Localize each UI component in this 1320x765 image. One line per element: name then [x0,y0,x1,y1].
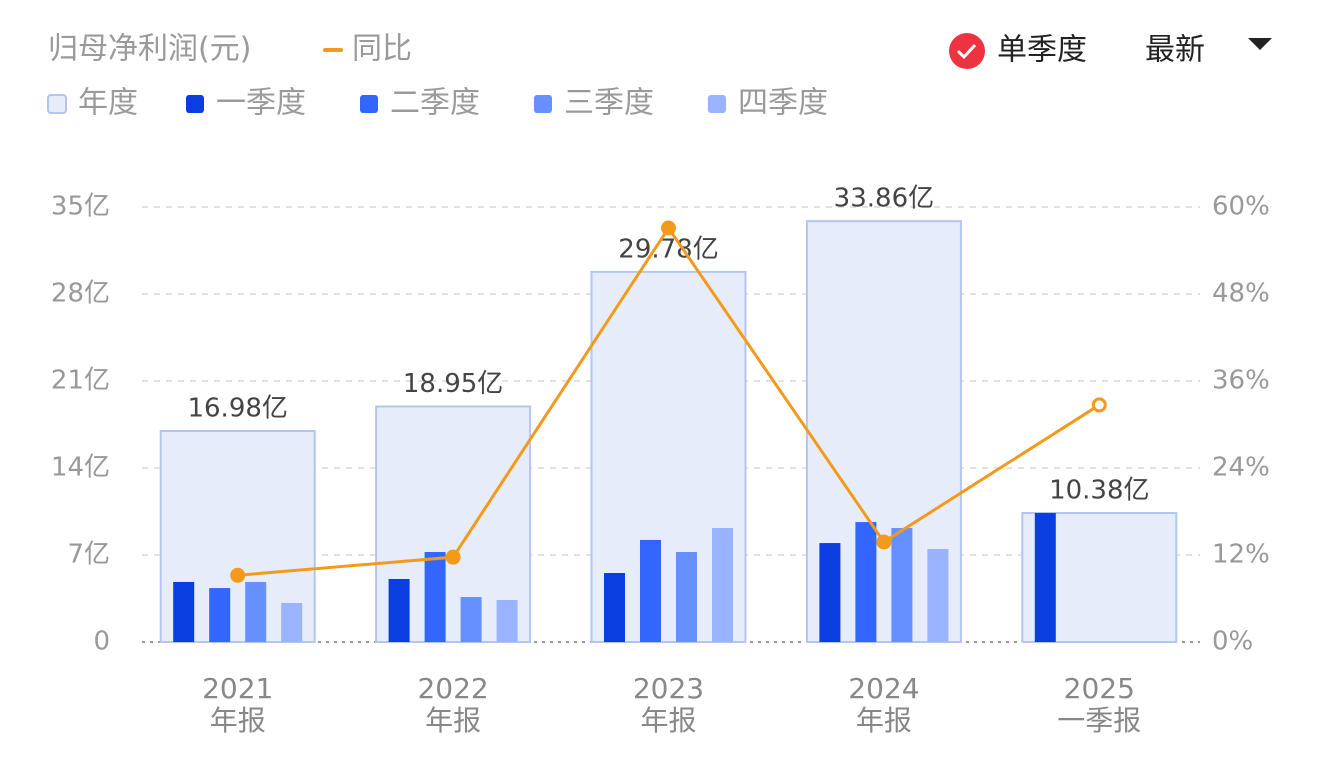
yoy-point [876,534,892,550]
legend-swatch [708,95,726,113]
x-tick-sublabel: 年报 [856,704,912,737]
quarter-bar [209,588,231,642]
quarter-bar [712,528,733,642]
quarter-bar [281,602,303,642]
x-tick-sublabel: 年报 [640,704,696,737]
y-tick-label: 7亿 [67,540,110,570]
quarter-bar [424,552,446,642]
y2-tick-label: 12% [1212,540,1270,570]
legend-swatch [360,95,378,113]
check-icon[interactable] [949,33,985,69]
chart-title: 归母净利润(元) [48,32,251,67]
value-label: 18.95亿 [403,369,503,399]
legend-label: 二季度 [390,86,480,121]
y-tick-label: 21亿 [51,366,110,396]
y-tick-label: 14亿 [51,453,110,483]
legend-swatch [534,95,552,113]
x-tick-sublabel: 年报 [210,704,266,737]
quarter-bar [388,578,410,642]
yoy-point [445,549,461,565]
quarter-bar [676,552,697,642]
x-tick-label: 2021 [202,672,273,705]
yoy-point [230,567,246,583]
toggle-label[interactable]: 单季度 [997,33,1087,68]
x-tick-label: 2023 [633,672,704,705]
quarter-bar [891,528,913,642]
quarter-bar [173,581,195,642]
legend-label: 同比 [352,32,412,67]
legend-swatch [186,95,204,113]
select-label[interactable]: 最新 [1145,33,1205,68]
quarter-bar [1034,512,1056,642]
y2-tick-label: 48% [1212,279,1270,309]
quarter-bar [460,597,482,642]
y2-tick-label: 0% [1212,627,1253,657]
value-label: 33.86亿 [834,184,934,214]
quarter-bar [245,581,267,642]
period-select[interactable]: 最新 [1145,33,1272,68]
value-label: 16.98亿 [187,393,287,423]
quarter-bar [819,543,841,642]
y2-tick-label: 24% [1212,453,1270,483]
y-tick-label: 0 [93,627,110,657]
legend-label: 年度 [78,86,138,121]
legend-label: 一季度 [216,86,306,121]
dropdown-arrow[interactable] [1248,38,1272,50]
y2-tick-label: 60% [1212,192,1270,222]
yoy-point [661,220,676,236]
x-tick-label: 2025 [1064,672,1135,705]
legend-swatch [47,94,67,114]
check-mark [956,43,977,60]
quarter-bar [604,573,625,642]
legend-label: 三季度 [564,86,654,121]
x-tick-label: 2024 [848,672,919,705]
quarter-bar [640,539,661,642]
x-tick-label: 2022 [417,672,488,705]
quarter-bar [855,522,877,642]
y-tick-label: 35亿 [51,192,110,222]
value-label: 10.38亿 [1049,475,1149,505]
x-tick-sublabel: 年报 [425,704,481,737]
y-tick-label: 28亿 [51,279,110,309]
x-tick-sublabel: 一季报 [1057,704,1141,737]
value-label: 29.78亿 [618,234,718,264]
y2-tick-label: 36% [1212,366,1270,396]
yoy-point [1091,397,1107,413]
quarter-bar [927,549,949,642]
quarter-bar [496,599,518,642]
single-quarter-toggle[interactable]: 单季度 [949,33,1087,70]
legend-label: 四季度 [738,86,828,121]
